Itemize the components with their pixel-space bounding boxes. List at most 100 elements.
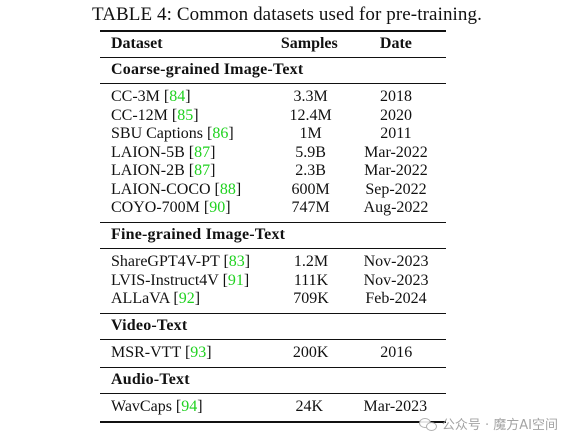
table-body: Coarse-grained Image-Text CC-3M [84] 3.3M 2…: [100, 58, 446, 423]
dataset-name: MSR-VTT: [111, 344, 181, 361]
bottom-rule: [100, 420, 446, 423]
table-row: LVIS-Instruct4V [91] 111K Nov-2023: [100, 272, 446, 291]
citation-link[interactable]: 92: [178, 290, 195, 307]
samples-cell: 747M: [291, 199, 330, 216]
samples-cell: 24K: [295, 398, 324, 415]
date-cell: Nov-2023: [363, 271, 429, 289]
date-cell: Feb-2024: [365, 290, 427, 307]
watermark-text: 公众号 · 魔方AI空间: [441, 418, 558, 433]
section-end-rule: [100, 312, 446, 314]
date-cell: Aug-2022: [363, 199, 429, 216]
date-cell: Mar-2022: [364, 162, 428, 179]
dataset-cell: CC-3M [84]: [111, 88, 191, 105]
header-rule: [100, 56, 446, 58]
samples-cell: 111K: [293, 271, 329, 289]
samples-cell: 12.4M: [289, 106, 332, 124]
section-rows: WavCaps [94] 24K Mar-2023: [100, 394, 446, 421]
table-row: ShareGPT4V-PT [83] 1.2M Nov-2023: [100, 249, 446, 272]
dataset-name: COYO-700M: [111, 199, 200, 216]
date-cell: Nov-2023: [363, 253, 429, 270]
samples-cell: 1M: [299, 125, 322, 142]
table-row: MSR-VTT [93] 200K 2016: [100, 340, 446, 367]
citation-link[interactable]: 93: [190, 344, 207, 361]
watermark: 公众号 · 魔方AI空间: [418, 414, 558, 433]
citation-link[interactable]: 84: [169, 88, 186, 105]
section-rule: [100, 339, 446, 340]
section-title: Video-Text: [111, 316, 188, 334]
samples-cell: 1.2M: [293, 253, 329, 270]
citation-link[interactable]: 87: [194, 162, 211, 179]
dataset-name: CC-3M: [111, 88, 160, 105]
dataset-cell: ALLaVA [92]: [111, 290, 201, 307]
citation-link[interactable]: 87: [194, 143, 211, 161]
samples-cell: 600M: [291, 180, 330, 198]
table-row: ALLaVA [92] 709K Feb-2024: [100, 290, 446, 313]
wechat-icon: [418, 417, 437, 431]
date-cell: Mar-2022: [364, 143, 428, 161]
samples-cell: 709K: [293, 290, 329, 307]
dataset-name: ALLaVA: [111, 290, 170, 307]
header-samples: Samples: [280, 35, 338, 52]
date-cell: Mar-2023: [363, 398, 428, 415]
dataset-cell: MSR-VTT [93]: [111, 344, 212, 361]
table-row: COYO-700M [90] 747M Aug-2022: [100, 199, 446, 222]
header-date: Date: [379, 35, 412, 52]
top-rule: [100, 30, 446, 32]
table-row: WavCaps [94] 24K Mar-2023: [100, 394, 446, 421]
dataset-name: LAION-2B: [111, 162, 185, 179]
dataset-name: SBU Captions: [111, 125, 204, 142]
table-row: LAION-5B [87] 5.9B Mar-2022: [100, 144, 446, 163]
citation-link[interactable]: 91: [227, 271, 244, 289]
dataset-cell: LAION-COCO [88]: [111, 180, 242, 198]
date-cell: 2020: [379, 106, 412, 124]
dataset-name: ShareGPT4V-PT: [111, 253, 220, 270]
section-title-table: Coarse-grained Image-Text: [100, 58, 446, 84]
date-cell: 2011: [380, 125, 412, 142]
section-rule: [100, 248, 446, 249]
dataset-name: CC-12M: [111, 106, 168, 124]
table-row: LAION-COCO [88] 600M Sep-2022: [100, 181, 446, 200]
section-end-rule: [100, 366, 446, 368]
citation-link[interactable]: 88: [219, 180, 236, 198]
section-rule: [100, 83, 446, 84]
dataset-cell: COYO-700M [90]: [111, 199, 231, 216]
citation-link[interactable]: 86: [212, 125, 229, 142]
table-caption: TABLE 4: Common datasets used for pre-tr…: [92, 4, 482, 25]
section-title: Coarse-grained Image-Text: [111, 60, 304, 78]
dataset-cell: CC-12M [85]: [111, 106, 199, 124]
citation-link[interactable]: 83: [228, 253, 245, 270]
header-dataset: Dataset: [111, 35, 163, 52]
dataset-name: LAION-COCO: [111, 180, 211, 198]
samples-cell: 3.3M: [293, 88, 328, 105]
section-rows: MSR-VTT [93] 200K 2016: [100, 340, 446, 367]
date-cell: 2016: [380, 344, 413, 361]
dataset-cell: WavCaps [94]: [111, 398, 203, 415]
date-cell: 2018: [379, 88, 412, 105]
dataset-cell: LAION-5B [87]: [111, 143, 216, 161]
dataset-cell: LAION-2B [87]: [111, 162, 216, 179]
section-rule: [100, 393, 446, 394]
table-row: SBU Captions [86] 1M 2011: [100, 125, 446, 144]
table-row: CC-3M [84] 3.3M 2018: [100, 84, 446, 107]
datasets-table: Dataset Samples Date Coarse-grained Imag…: [100, 30, 446, 423]
section-title-table: Fine-grained Image-Text: [100, 223, 446, 249]
section-title-table: Audio-Text: [100, 368, 446, 394]
date-cell: Sep-2022: [365, 180, 427, 198]
citation-link[interactable]: 85: [177, 106, 194, 124]
citation-link[interactable]: 90: [209, 199, 226, 216]
section-rows: CC-3M [84] 3.3M 2018 CC-12M [85] 12.4M 2020 SB…: [100, 84, 446, 222]
samples-cell: 200K: [292, 344, 329, 361]
dataset-name: WavCaps: [111, 398, 172, 415]
dataset-cell: SBU Captions [86]: [111, 125, 234, 142]
dataset-cell: ShareGPT4V-PT [83]: [111, 253, 251, 270]
section-title: Audio-Text: [111, 370, 190, 388]
section-end-rule: [100, 221, 446, 223]
header-row: Dataset Samples Date: [100, 32, 446, 57]
dataset-cell: LVIS-Instruct4V [91]: [111, 271, 250, 289]
citation-link[interactable]: 94: [181, 398, 198, 415]
samples-cell: 5.9B: [295, 143, 326, 161]
section-rows: ShareGPT4V-PT [83] 1.2M Nov-2023 LVIS-Instr…: [100, 249, 446, 313]
table-row: CC-12M [85] 12.4M 2020: [100, 107, 446, 126]
section-title-table: Video-Text: [100, 314, 446, 340]
table-row: LAION-2B [87] 2.3B Mar-2022: [100, 162, 446, 181]
